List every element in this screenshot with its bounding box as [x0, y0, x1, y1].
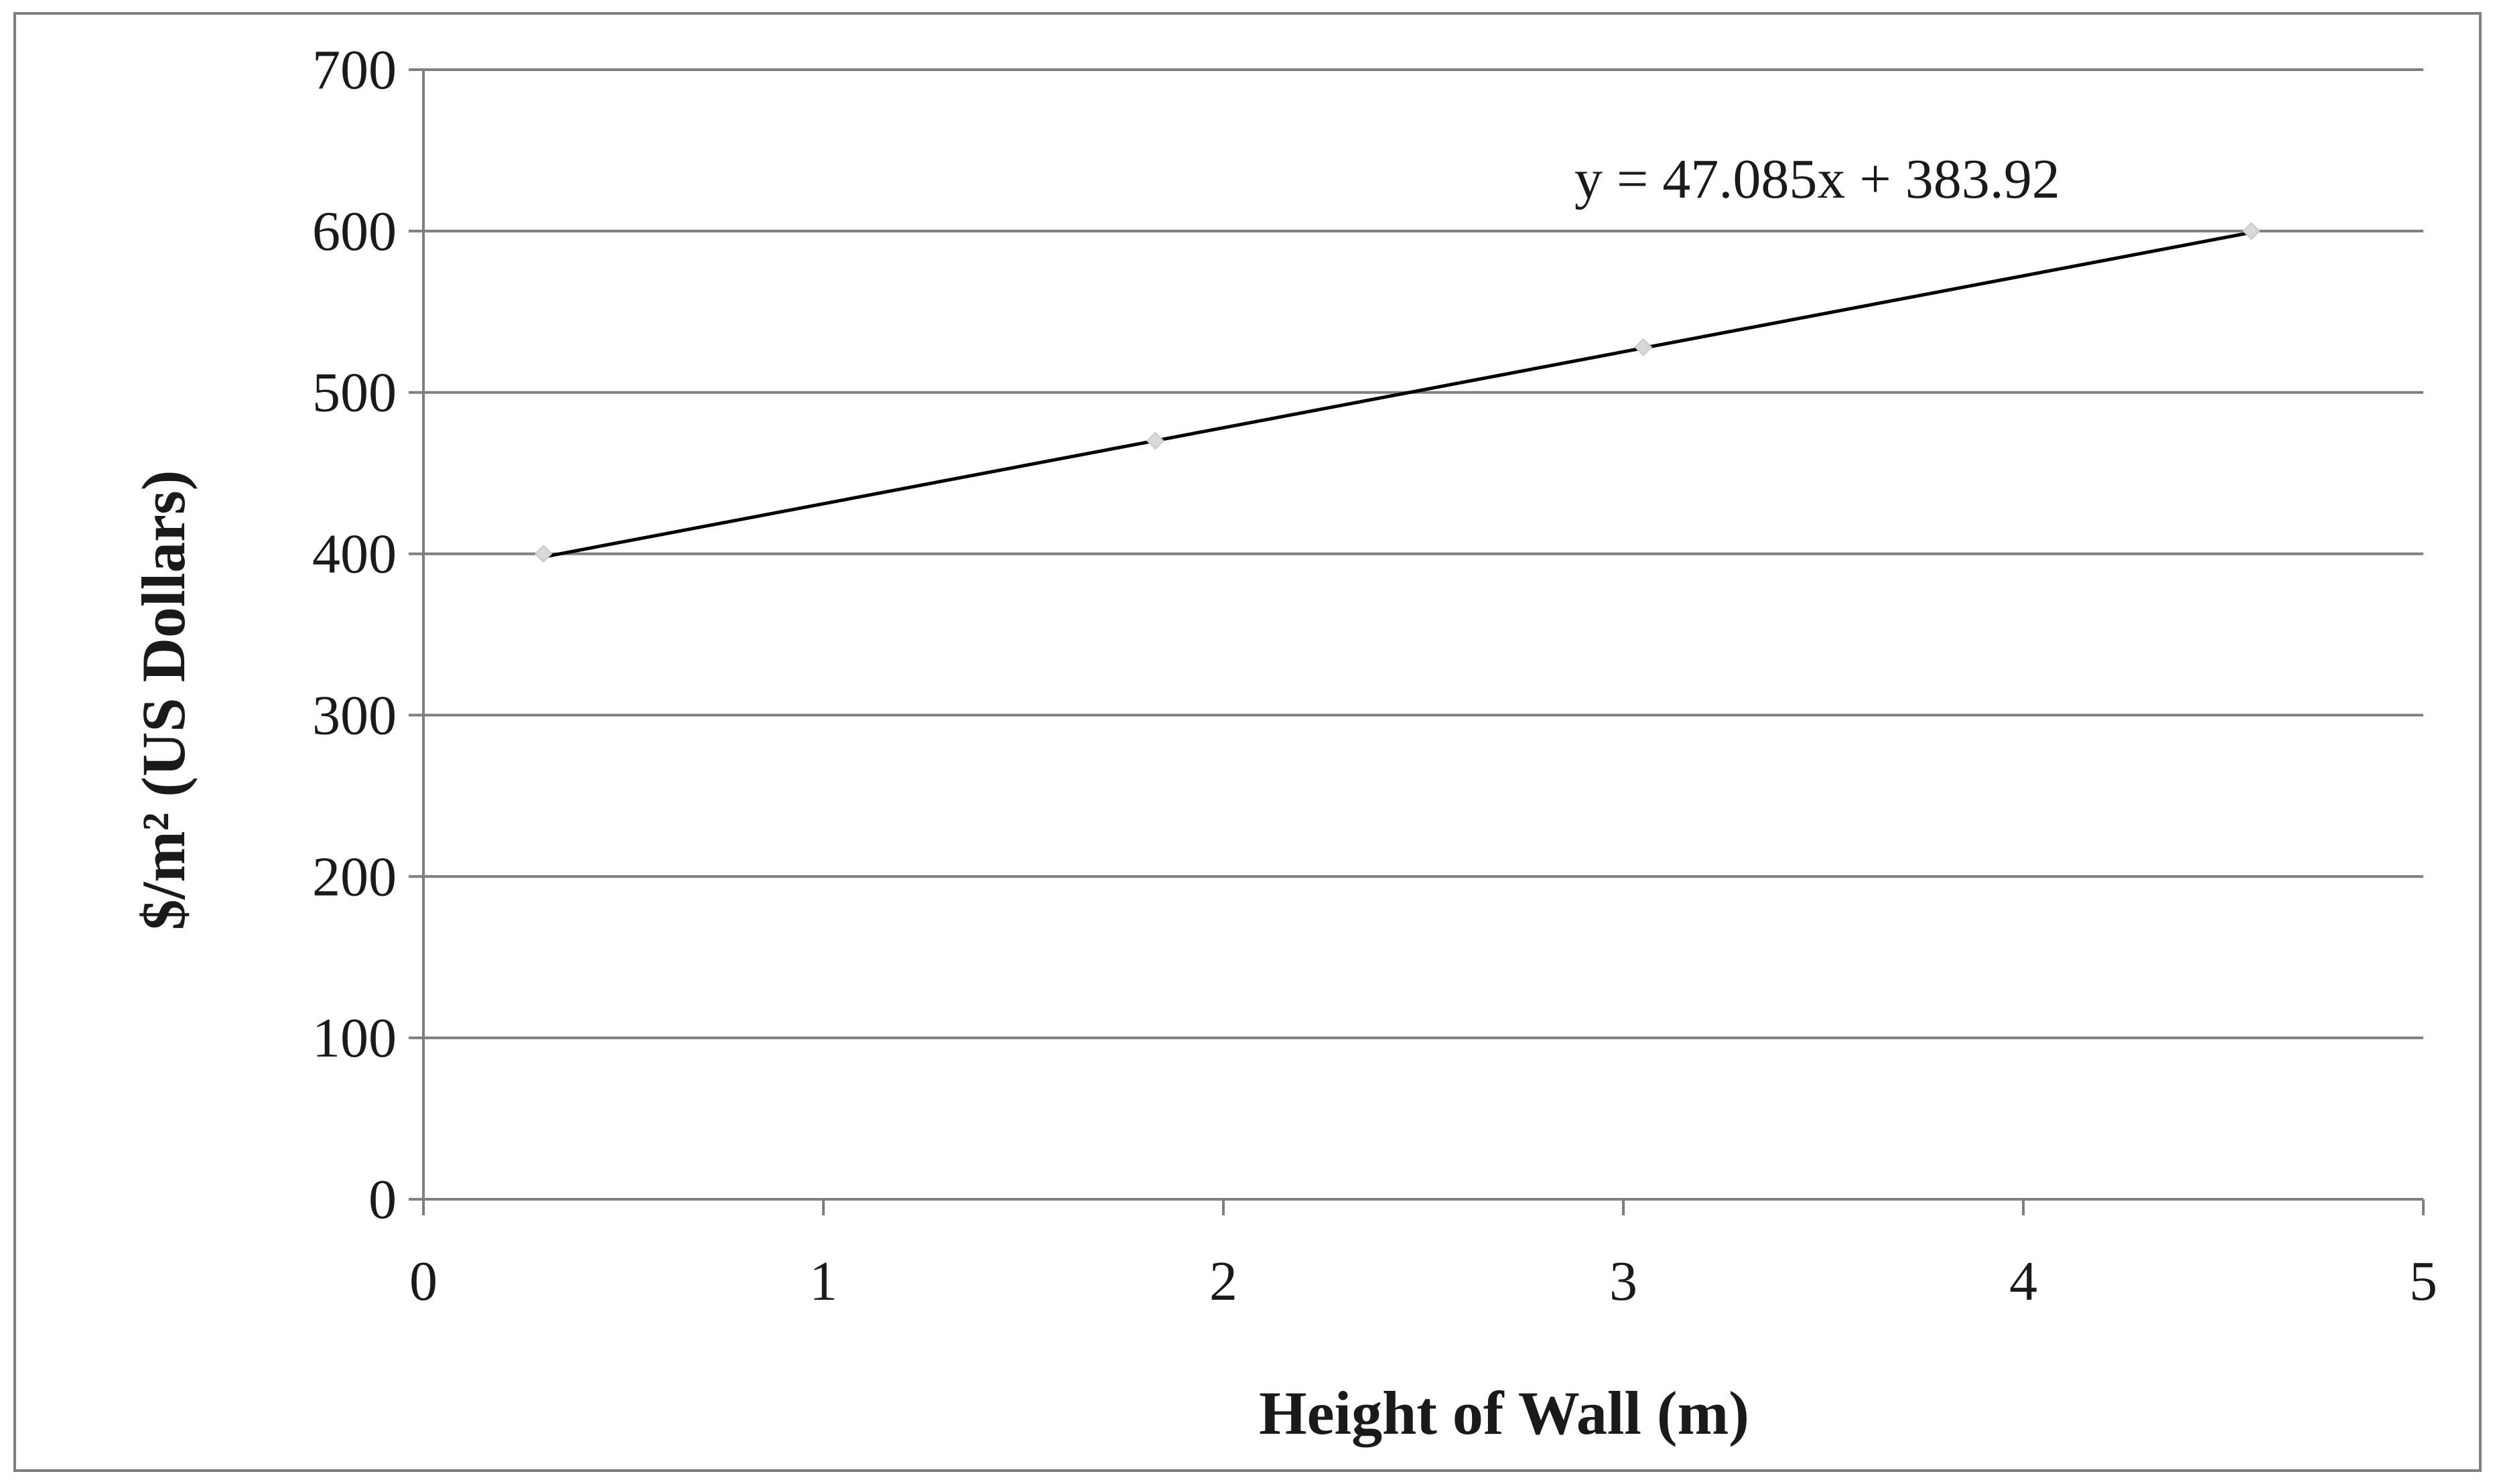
- y-tick-label: 300: [312, 684, 397, 746]
- y-tick-label: 700: [312, 39, 397, 101]
- tick-labels: 0 100 200 300 400 500 600 700 0 1 2 3 4 5: [312, 39, 2437, 1312]
- data-point: [2242, 222, 2261, 241]
- x-tick-label: 2: [1209, 1250, 1237, 1312]
- x-axis-title: Height of Wall (m): [1259, 1379, 1749, 1447]
- x-tick-label: 4: [2009, 1250, 2037, 1312]
- x-tick-label: 5: [2409, 1250, 2437, 1312]
- axes: [409, 70, 2425, 1215]
- y-tick-label: 400: [312, 523, 397, 586]
- data-point: [1146, 431, 1164, 450]
- trendline-equation: y = 47.085x + 383.92: [1574, 148, 2060, 210]
- trendline: [543, 230, 2252, 559]
- trendline-layer: [543, 230, 2252, 559]
- y-axis-title: $/m² (US Dollars): [129, 470, 198, 931]
- y-tick-label: 200: [312, 846, 397, 908]
- y-tick-label: 0: [368, 1168, 397, 1231]
- data-points: [534, 222, 2261, 563]
- y-tick-label: 100: [312, 1007, 397, 1069]
- x-tick-label: 3: [1609, 1250, 1637, 1312]
- y-tick-label: 500: [312, 362, 397, 424]
- chart-border: [13, 12, 2482, 1472]
- x-tick-label: 0: [409, 1250, 437, 1312]
- y-tick-label: 600: [312, 200, 397, 263]
- data-point: [1634, 338, 1653, 356]
- x-tick-label: 1: [809, 1250, 837, 1312]
- data-point: [534, 545, 553, 563]
